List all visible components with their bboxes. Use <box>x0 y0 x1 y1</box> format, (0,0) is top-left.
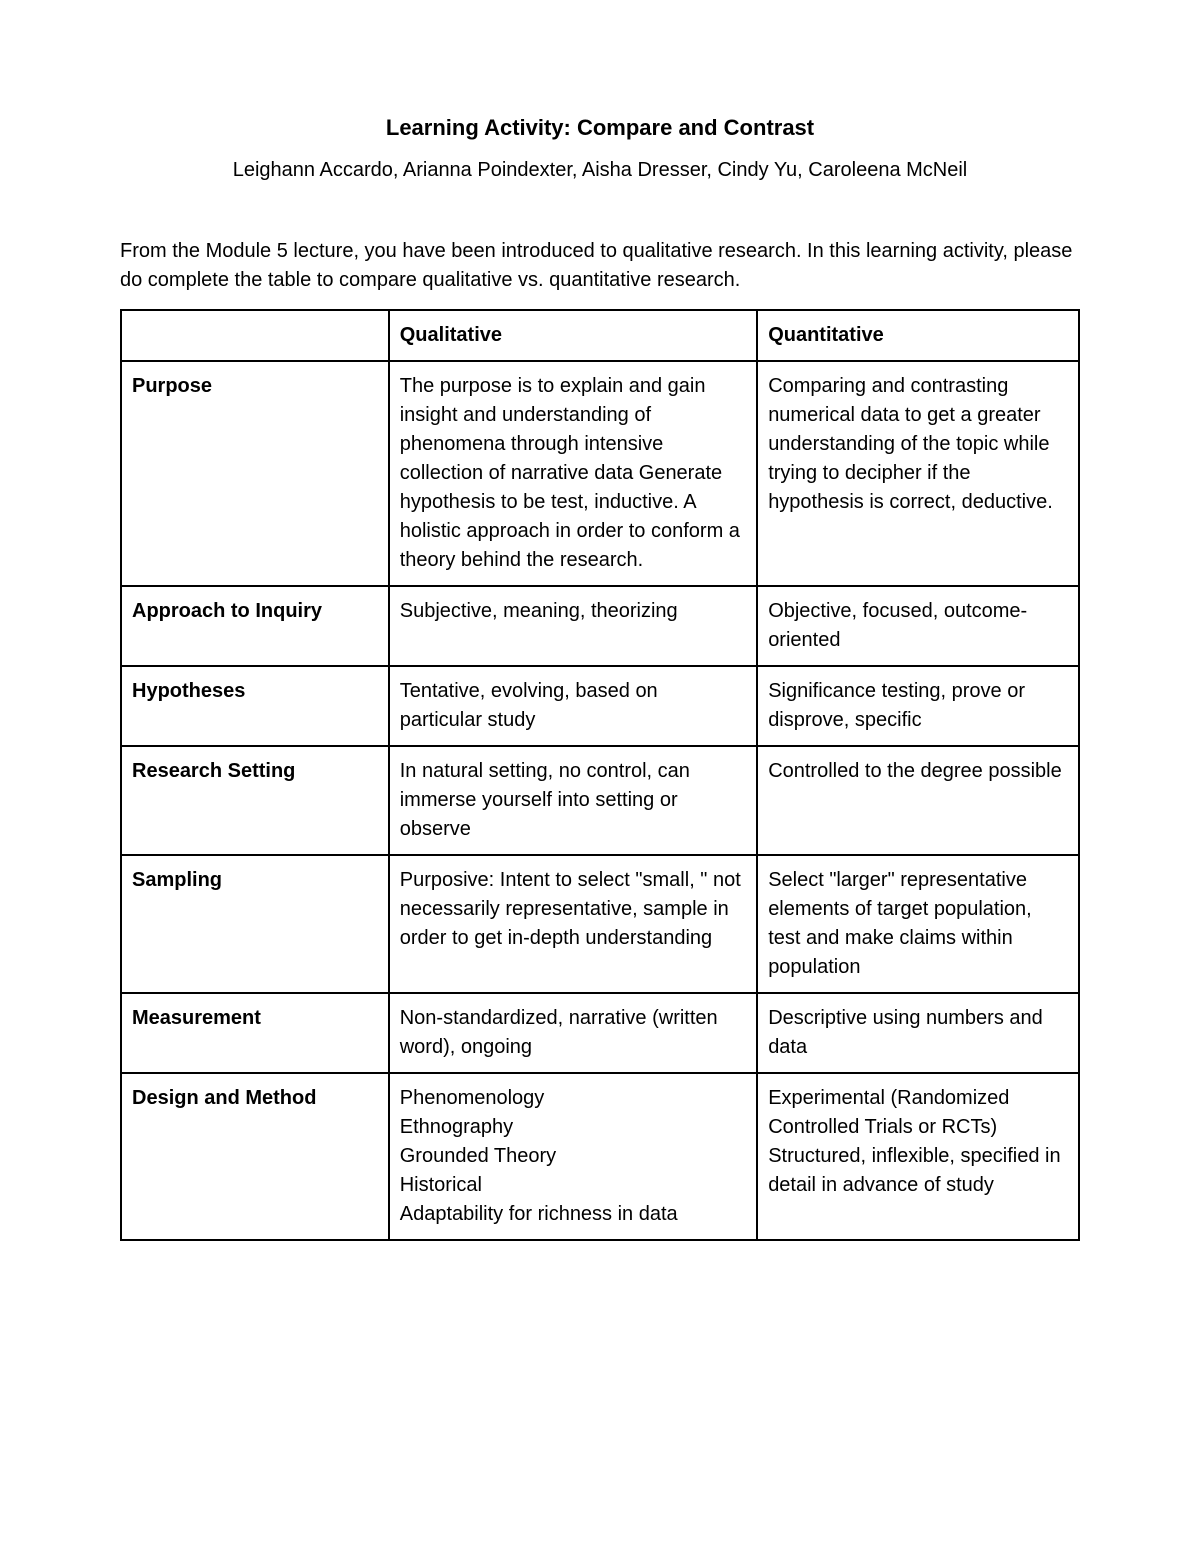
table-header-row: Qualitative Quantitative <box>121 310 1079 361</box>
cell-quantitative: Comparing and contrasting numerical data… <box>757 361 1079 586</box>
page-title: Learning Activity: Compare and Contrast <box>120 115 1080 141</box>
table-row: Research Setting In natural setting, no … <box>121 746 1079 855</box>
row-label: Purpose <box>121 361 389 586</box>
row-label: Hypotheses <box>121 666 389 746</box>
row-label: Sampling <box>121 855 389 993</box>
table-row: Approach to Inquiry Subjective, meaning,… <box>121 586 1079 666</box>
row-label: Approach to Inquiry <box>121 586 389 666</box>
cell-qualitative: In natural setting, no control, can imme… <box>389 746 757 855</box>
cell-quantitative: Descriptive using numbers and data <box>757 993 1079 1073</box>
intro-paragraph: From the Module 5 lecture, you have been… <box>120 237 1080 295</box>
cell-quantitative: Experimental (Randomized Controlled Tria… <box>757 1073 1079 1240</box>
cell-quantitative: Select "larger" representative elements … <box>757 855 1079 993</box>
table-row: Purpose The purpose is to explain and ga… <box>121 361 1079 586</box>
cell-qualitative: Purposive: Intent to select "small, " no… <box>389 855 757 993</box>
cell-qualitative: PhenomenologyEthnographyGrounded TheoryH… <box>389 1073 757 1240</box>
authors-line: Leighann Accardo, Arianna Poindexter, Ai… <box>120 159 1080 182</box>
cell-qualitative: Non-standardized, narrative (written wor… <box>389 993 757 1073</box>
cell-quantitative: Objective, focused, outcome- oriented <box>757 586 1079 666</box>
compare-table: Qualitative Quantitative Purpose The pur… <box>120 309 1080 1241</box>
cell-quantitative: Controlled to the degree possible <box>757 746 1079 855</box>
table-row: Sampling Purposive: Intent to select "sm… <box>121 855 1079 993</box>
document-page: Learning Activity: Compare and Contrast … <box>0 0 1200 1553</box>
cell-qualitative: Subjective, meaning, theorizing <box>389 586 757 666</box>
cell-quantitative: Significance testing, prove or disprove,… <box>757 666 1079 746</box>
table-row: Hypotheses Tentative, evolving, based on… <box>121 666 1079 746</box>
col-header-quantitative: Quantitative <box>757 310 1079 361</box>
table-row: Measurement Non-standardized, narrative … <box>121 993 1079 1073</box>
cell-qualitative: Tentative, evolving, based on particular… <box>389 666 757 746</box>
col-header-blank <box>121 310 389 361</box>
row-label: Measurement <box>121 993 389 1073</box>
row-label: Design and Method <box>121 1073 389 1240</box>
table-row: Design and Method PhenomenologyEthnograp… <box>121 1073 1079 1240</box>
col-header-qualitative: Qualitative <box>389 310 757 361</box>
row-label: Research Setting <box>121 746 389 855</box>
cell-qualitative: The purpose is to explain and gain insig… <box>389 361 757 586</box>
